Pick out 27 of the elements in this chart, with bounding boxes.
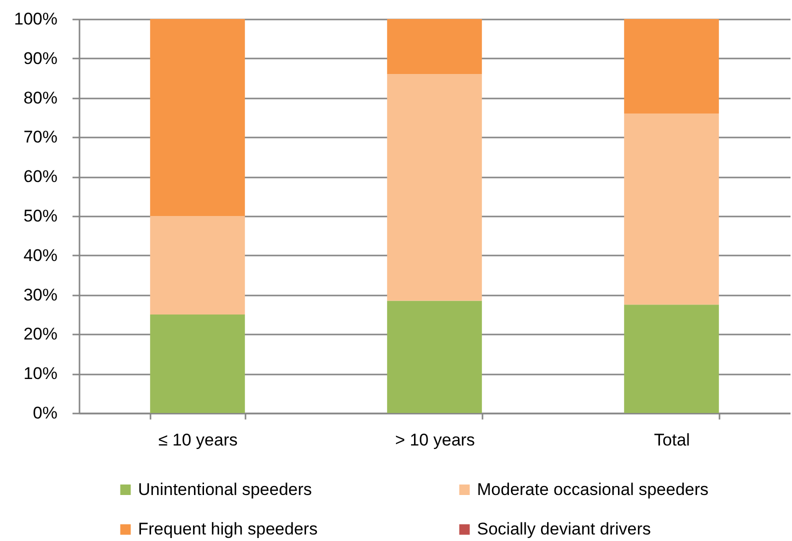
x-tick-label: > 10 years — [395, 430, 475, 450]
y-tick-label: 100% — [14, 10, 58, 28]
bar — [624, 114, 719, 305]
x-tick-label: Total — [654, 430, 690, 450]
y-tick-label: 80% — [23, 88, 58, 108]
legend-label: Unintentional speeders — [138, 480, 312, 499]
y-tick-label: 60% — [23, 167, 58, 186]
bar — [150, 19, 245, 216]
bar — [624, 304, 719, 413]
bar — [150, 216, 245, 314]
y-tick-label: 0% — [32, 404, 58, 422]
y-tick-label: 50% — [23, 206, 58, 226]
bar — [387, 19, 482, 74]
bar — [387, 74, 482, 301]
legend-label: Socially deviant drivers — [477, 520, 651, 538]
y-tick-label: 90% — [23, 48, 58, 68]
y-tick-label: 30% — [23, 285, 58, 304]
y-tick-label: 40% — [23, 246, 58, 265]
x-tick-label: ≤ 10 years — [158, 430, 238, 450]
legend-label: Frequent high speeders — [138, 520, 318, 538]
y-tick-label: 70% — [23, 128, 58, 147]
y-tick-label: 10% — [23, 364, 58, 384]
legend-label: Moderate occasional speeders — [477, 480, 709, 499]
bar — [150, 314, 245, 413]
bar — [624, 19, 719, 114]
bar — [387, 300, 482, 413]
y-tick-label: 20% — [23, 324, 58, 344]
